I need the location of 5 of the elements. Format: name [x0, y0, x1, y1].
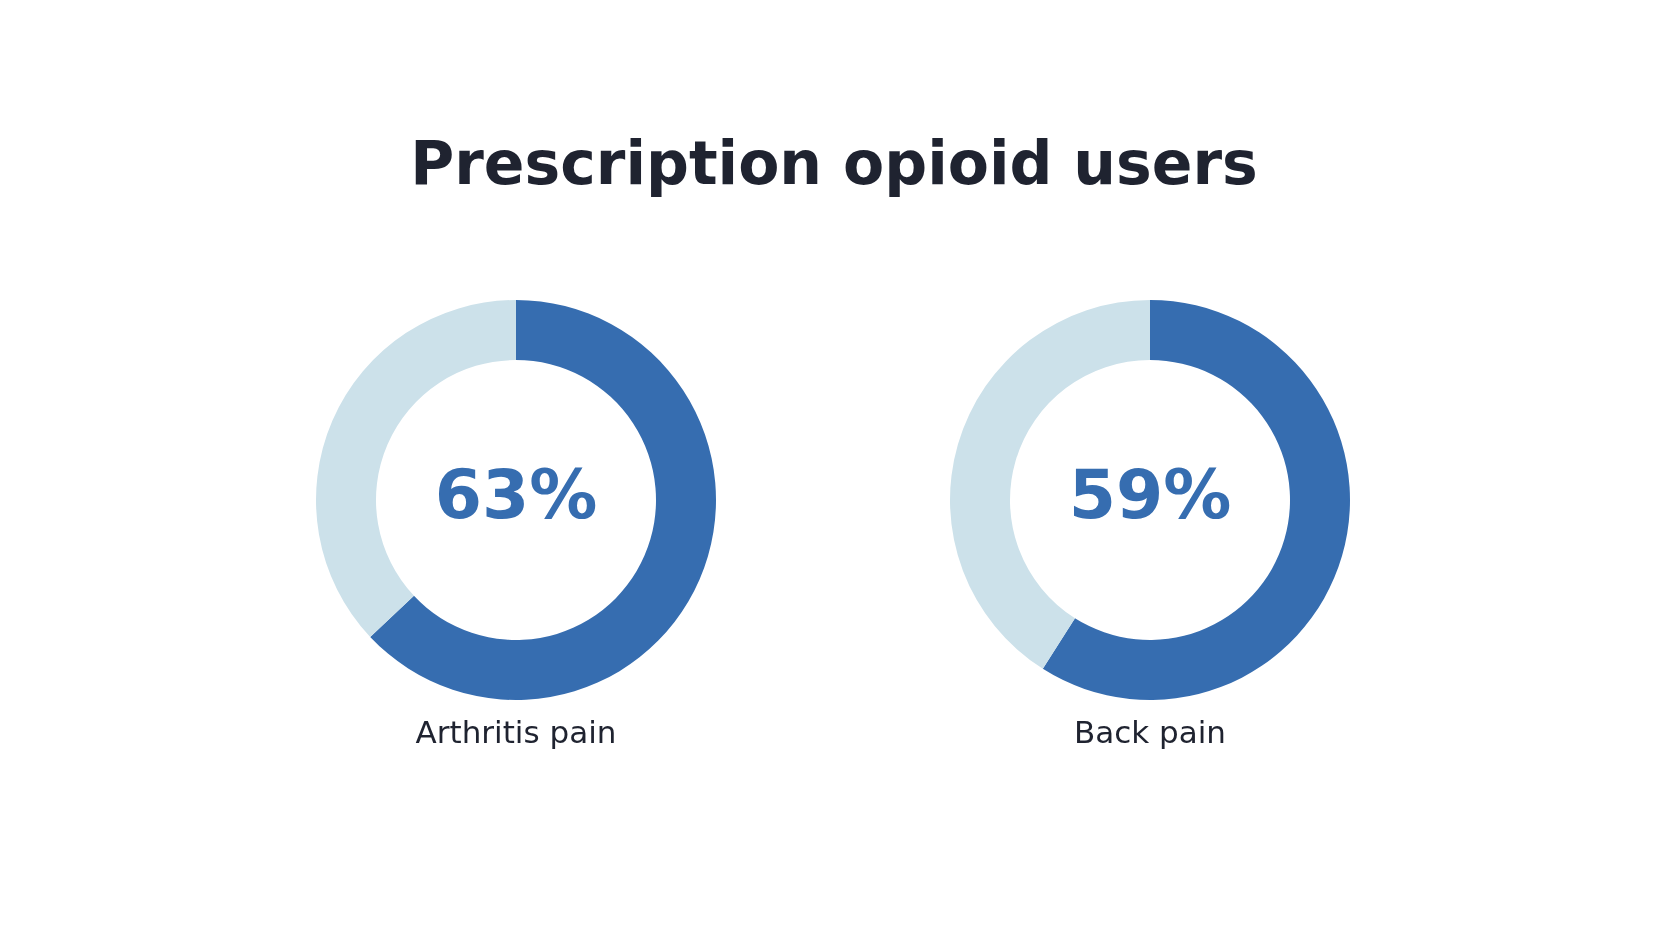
data-label: 59% [1068, 454, 1232, 534]
chart-title: Prescription opioid users [409, 128, 1259, 198]
text: Arthritis pain [414, 714, 618, 750]
data-label: 63% [434, 454, 598, 534]
text: Back pain [1072, 714, 1228, 750]
